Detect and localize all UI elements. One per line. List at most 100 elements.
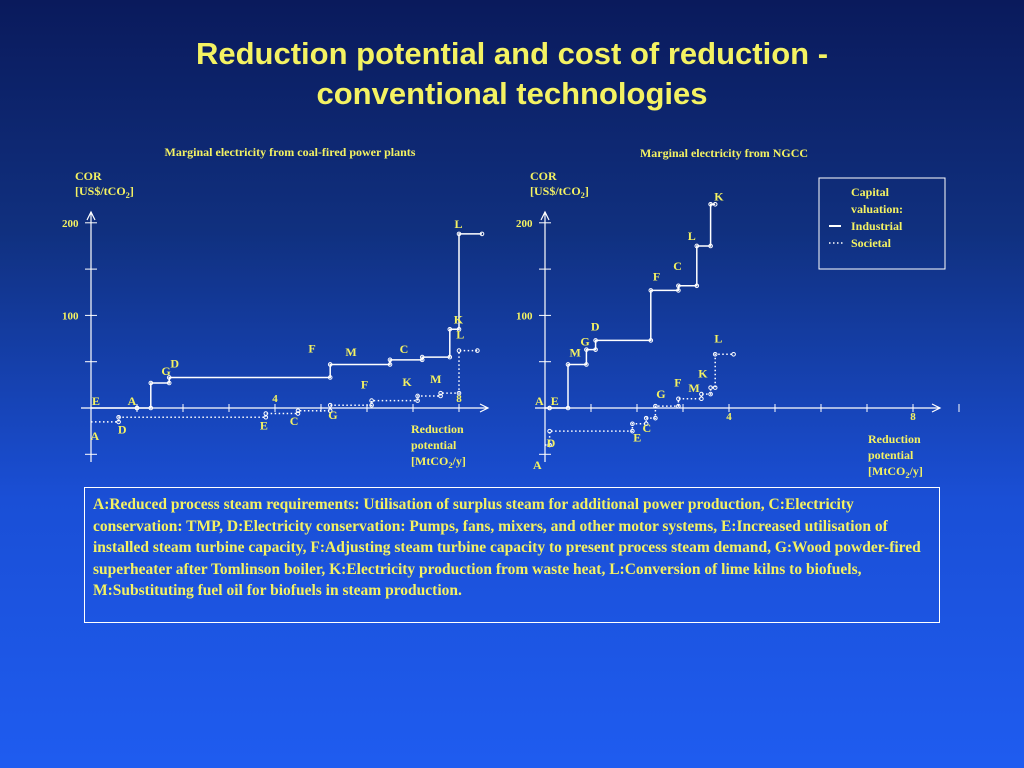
x-axis-label-line1: Reduction — [868, 432, 921, 446]
step-marker — [387, 357, 393, 363]
step-label-f: F — [361, 378, 368, 392]
step-marker — [653, 415, 658, 421]
y-tick-label: 200 — [516, 218, 533, 230]
step-marker — [327, 402, 333, 408]
step-marker — [116, 414, 121, 420]
step-label-l: L — [456, 328, 464, 342]
step-marker — [676, 403, 681, 409]
step-label-k: K — [698, 367, 708, 381]
step-marker — [643, 415, 649, 421]
step-marker — [708, 201, 713, 207]
step-marker — [593, 338, 598, 343]
step-marker — [447, 326, 453, 332]
x-axis-label-line2: potential — [411, 438, 457, 452]
step-marker — [712, 385, 718, 390]
step-marker — [676, 396, 681, 402]
y-axis-arrow — [86, 210, 96, 221]
step-marker — [630, 428, 635, 434]
y-tick-label: 200 — [62, 218, 79, 230]
y-axis-label-line1: COR — [75, 169, 102, 183]
step-marker — [327, 375, 333, 380]
y-axis-label-line2: [US$/tCO2] — [75, 184, 134, 200]
step-label-k: K — [402, 375, 412, 389]
step-label-d: D — [170, 356, 179, 370]
step-marker — [456, 348, 462, 353]
step-marker — [327, 408, 333, 414]
step-marker — [438, 393, 443, 399]
step-marker — [547, 428, 552, 434]
x-axis-label-line3: [MtCO2/y] — [411, 454, 466, 470]
series-line-societal — [91, 349, 478, 423]
step-marker — [547, 442, 552, 448]
step-label-m: M — [345, 345, 356, 359]
step-marker — [438, 390, 443, 396]
step-label-g: G — [161, 364, 170, 378]
step-label-m: M — [430, 372, 441, 386]
step-label-a: A — [90, 429, 99, 443]
step-marker — [565, 362, 571, 367]
step-marker — [456, 390, 462, 396]
step-label-g: G — [580, 335, 589, 349]
step-marker — [584, 347, 589, 352]
step-marker — [263, 411, 269, 416]
x-axis-label-line2: potential — [868, 448, 914, 462]
step-label-e: E — [92, 394, 100, 408]
step-marker — [708, 391, 713, 397]
step-label-a: A — [535, 394, 544, 408]
step-marker — [166, 375, 172, 380]
step-label-m: M — [570, 345, 581, 359]
step-marker — [166, 380, 172, 386]
step-marker — [712, 351, 718, 357]
step-label-a: A — [128, 394, 137, 408]
legend-item-industrial: Industrial — [851, 219, 903, 233]
legend-title-line1: Capital — [851, 185, 890, 199]
legend: Capital valuation: Industrial Societal — [818, 177, 946, 270]
step-label-c: C — [290, 414, 299, 428]
step-marker — [369, 402, 374, 408]
y-tick-label: 100 — [62, 310, 79, 322]
step-label-a: A — [533, 458, 542, 472]
step-marker — [475, 348, 480, 353]
x-tick-label: 8 — [910, 411, 916, 423]
slide-title: Reduction potential and cost of reductio… — [0, 34, 1024, 114]
step-marker — [295, 411, 301, 416]
x-tick-label: 8 — [456, 393, 462, 405]
step-label-d: D — [118, 422, 127, 436]
step-label-f: F — [308, 341, 315, 355]
step-marker — [593, 347, 598, 352]
step-marker — [148, 405, 154, 411]
step-label-f: F — [653, 269, 660, 283]
chart-2: Marginal electricity from NGCC COR[US$/tC… — [516, 146, 960, 480]
legend-item-societal: Societal — [851, 236, 892, 250]
slide-title-line2: conventional technologies — [316, 76, 708, 111]
step-label-l: L — [454, 217, 462, 231]
step-marker — [694, 243, 700, 249]
x-tick-label: 4 — [726, 411, 732, 423]
step-marker — [415, 398, 420, 403]
step-marker — [148, 380, 154, 386]
step-label-e: E — [633, 431, 641, 445]
chart-1: Marginal electricity from coal-fired pow… — [62, 145, 490, 470]
step-label-g: G — [328, 408, 337, 422]
step-marker — [419, 357, 425, 363]
x-axis-label-line3: [MtCO2/y] — [868, 464, 923, 480]
step-marker — [134, 405, 140, 411]
step-marker — [565, 405, 571, 411]
step-marker — [295, 408, 301, 414]
step-marker — [456, 231, 462, 237]
step-marker — [387, 362, 393, 367]
series-line-industrial — [545, 203, 716, 409]
y-tick-label: 100 — [516, 310, 533, 322]
step-label-d: D — [547, 436, 556, 450]
step-marker — [653, 403, 658, 409]
step-label-c: C — [400, 342, 409, 356]
step-marker — [708, 385, 713, 390]
slide-title-line1: Reduction potential and cost of reductio… — [195, 36, 829, 71]
y-axis-label-line1: COR — [530, 169, 557, 183]
step-label-d: D — [591, 319, 600, 333]
step-marker — [643, 421, 649, 427]
x-axis-arrow — [479, 403, 490, 413]
x-axis-arrow — [931, 403, 942, 413]
step-marker — [699, 396, 704, 402]
step-marker — [327, 362, 333, 367]
